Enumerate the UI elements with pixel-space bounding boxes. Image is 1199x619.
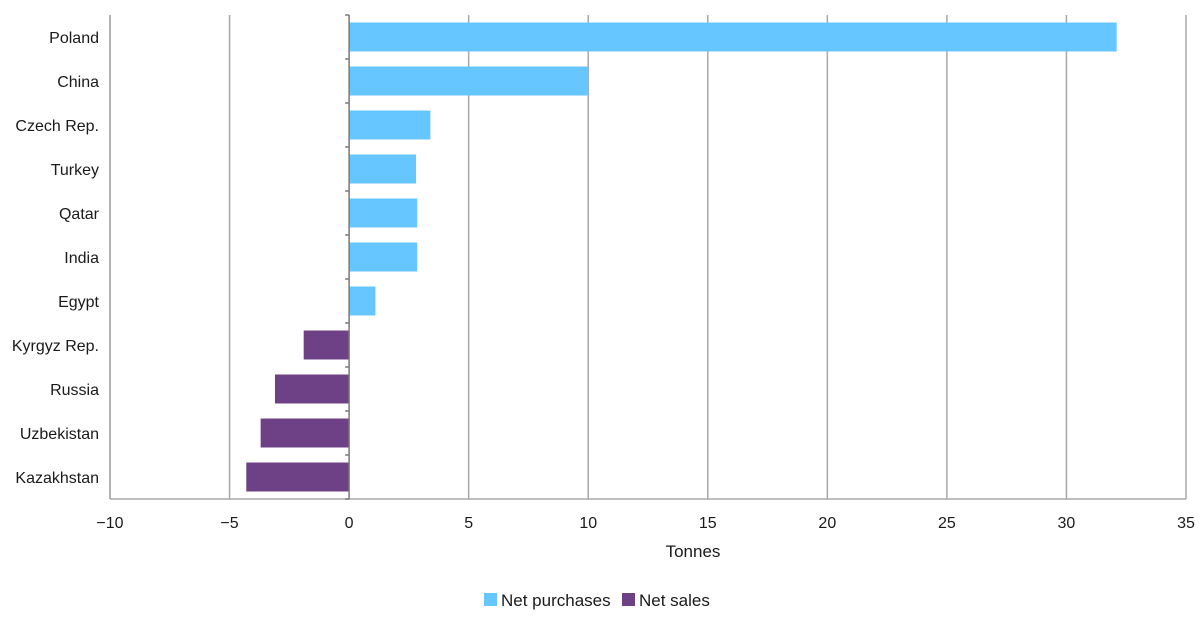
category-label: Kazakhstan: [15, 470, 99, 487]
category-label: Kyrgyz Rep.: [12, 338, 99, 355]
bar: [260, 418, 350, 448]
x-tick-label: 5: [464, 515, 473, 532]
x-axis-title: Tonnes: [666, 542, 721, 561]
x-tick-label: 30: [1058, 515, 1076, 532]
bar: [246, 462, 350, 492]
category-labels: Poland China Czech Rep. Turkey Qatar India Egy…: [12, 30, 100, 487]
gridlines: [109, 15, 1187, 499]
legend-swatch: [622, 593, 635, 606]
x-tick-label: −5: [220, 515, 238, 532]
category-label: Uzbekistan: [20, 426, 99, 443]
legend: Net purchases Net sales: [484, 591, 710, 610]
x-tick-label: 10: [579, 515, 597, 532]
bar: [349, 154, 417, 184]
x-tick-label: 25: [938, 515, 956, 532]
legend-swatch: [484, 593, 497, 606]
category-label: Poland: [49, 30, 99, 47]
bar: [349, 242, 418, 272]
bar: [349, 110, 431, 140]
bars: [246, 22, 1117, 492]
x-tick-label: −10: [96, 515, 123, 532]
category-label: Qatar: [59, 206, 100, 223]
x-tick-label: 0: [345, 515, 354, 532]
x-tick-label: 35: [1177, 515, 1195, 532]
bar: [349, 22, 1117, 52]
legend-label: Net sales: [639, 591, 710, 610]
category-label: Egypt: [58, 294, 99, 311]
category-label: China: [57, 74, 99, 91]
bar: [303, 330, 350, 360]
category-label: India: [64, 250, 99, 267]
category-label: Russia: [50, 382, 99, 399]
x-tick-label: 15: [699, 515, 717, 532]
x-tick-labels: −10 −5 0 5 10 15 20 25 30 35: [96, 515, 1195, 532]
bar: [349, 66, 589, 96]
category-label: Turkey: [51, 162, 99, 179]
axes: [109, 14, 1186, 500]
category-label: Czech Rep.: [15, 118, 99, 135]
x-tick-label: 20: [818, 515, 836, 532]
bar: [349, 198, 418, 228]
bar: [274, 374, 350, 404]
legend-label: Net purchases: [501, 591, 611, 610]
bar: [349, 286, 376, 316]
